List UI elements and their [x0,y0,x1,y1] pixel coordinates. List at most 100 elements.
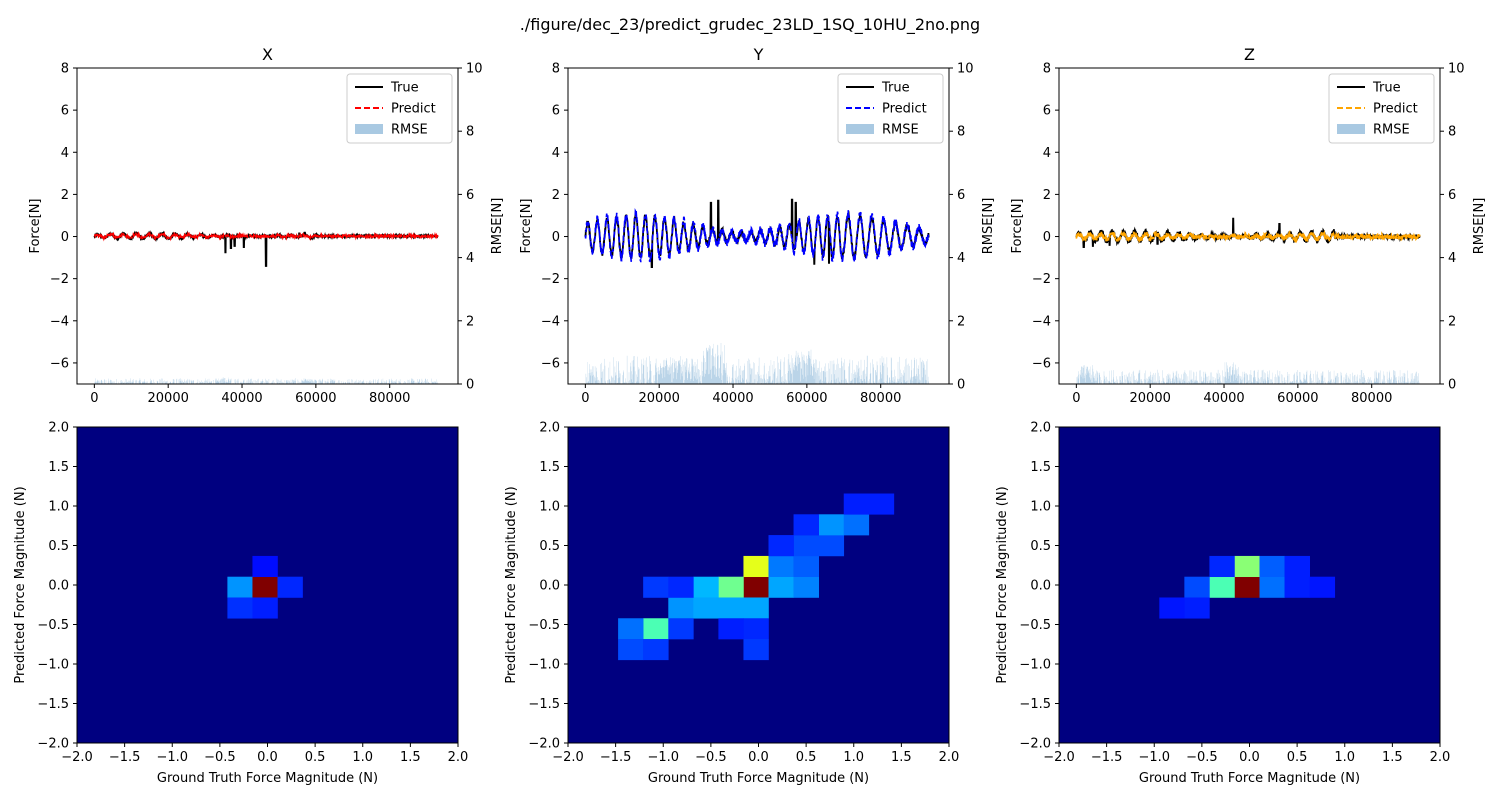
y-tick-label: −0.5 [528,618,560,633]
heatmap-cell [693,597,719,619]
panel-title: Y [753,45,764,64]
heat-x-panel: −2.0−2.0 −1.5 −1.5 −1.0 −1.0 −0.5 −0.5 0.0 0.0 0.… [13,421,468,787]
y-tick-label: −0.5 [37,618,69,633]
heatmap-cell [1284,555,1310,578]
x-tick-label: −0.5 [695,750,727,765]
y-tick-label: −1.0 [1019,658,1051,673]
legend-label: RMSE [1373,123,1410,138]
y-tick-label: 0 [61,230,69,245]
y2-tick-label: 4 [466,251,474,266]
y2-tick-label: 0 [957,378,965,393]
heatmap-cell [1184,576,1210,598]
y-tick-label: −1.5 [1019,697,1051,712]
y2-tick-label: 10 [957,62,974,77]
x-tick-label: −2.0 [1043,750,1075,765]
legend-rmse-swatch [355,124,383,134]
x-tick-label: 60000 [786,391,827,406]
legend: True Predict RMSE [346,73,453,144]
y-axis-label: Force[N] [519,198,534,253]
x-tick-label: 0.5 [1287,750,1308,765]
y-tick-label: −2 [541,272,560,287]
heatmap-cell [743,597,769,619]
y2-tick-label: 6 [466,188,474,203]
y2-tick-label: 10 [1448,62,1465,77]
heatmap-cell [252,555,278,578]
predict-series [584,207,930,264]
heatmap-cell [793,514,819,536]
y-tick-label: −6 [50,356,69,371]
legend-label: True [881,81,910,96]
y2-tick-label: 4 [1448,251,1456,266]
x-tick-label: 2.0 [1430,750,1451,765]
heatmap-cell [252,576,278,598]
panel-title: X [262,45,273,64]
heatmap-cell [1234,576,1260,598]
y-tick-label: −1.5 [528,697,560,712]
x-tick-label: 40000 [712,391,753,406]
legend-label: Predict [391,102,436,117]
y-tick-label: 8 [552,62,560,77]
y-tick-label: −2.0 [37,737,69,752]
x-tick-label: 0.5 [796,750,817,765]
y-tick-label: −2.0 [528,737,560,752]
heatmap-cell [693,576,719,598]
y2-tick-label: 2 [957,314,965,329]
heatmap-cell [718,618,744,640]
legend-label: True [1372,81,1401,96]
y2-axis-label: RMSE[N] [1472,198,1487,255]
y-tick-label: −1.0 [528,658,560,673]
legend: True Predict RMSE [837,73,944,144]
y-tick-label: −1.5 [37,697,69,712]
x-tick-label: 1.5 [891,750,912,765]
y-axis-label: Force[N] [1010,198,1025,253]
legend-label: RMSE [882,123,919,138]
rmse-series [94,377,438,384]
x-tick-label: 80000 [1351,391,1392,406]
x-tick-label: −2.0 [552,750,584,765]
x-tick-label: 2.0 [448,750,469,765]
x-tick-label: −0.5 [1186,750,1218,765]
x-tick-label: 0.0 [1239,750,1260,765]
predict-series [93,230,439,242]
y-tick-label: 1.0 [539,500,560,515]
heatmap-cell [843,514,870,536]
rmse-series [1076,362,1420,384]
heatmap-cell [668,618,694,640]
heatmap-cell [618,618,644,640]
y-tick-label: 8 [1043,62,1051,77]
x-tick-label: 1.0 [352,750,373,765]
heatmap-cell [768,576,794,598]
x-tick-label: 80000 [860,391,901,406]
plot-area [584,198,930,384]
x-tick-label: 80000 [369,391,410,406]
heatmap-cell [743,639,769,661]
y-tick-label: 0.0 [1030,579,1051,594]
heat-z-panel: −2.0−2.0 −1.5 −1.5 −1.0 −1.0 −0.5 −0.5 0.0 0.0 0.… [995,421,1450,787]
x-tick-label: 1.5 [1382,750,1403,765]
x-tick-label: 0 [1072,391,1080,406]
y-tick-label: 6 [61,104,69,119]
heatmap-cell [768,535,794,557]
y-tick-label: 1.5 [539,460,560,475]
heatmap-cell [1234,555,1260,578]
heatmap-cell [1309,576,1336,598]
y-tick-label: 1.0 [48,500,69,515]
heatmap-cell [643,618,669,640]
y2-tick-label: 6 [1448,188,1456,203]
y-tick-label: −1.0 [37,658,69,673]
y-tick-label: 0 [1043,230,1051,245]
legend-rmse-swatch [846,124,874,134]
y-axis-label: Predicted Force Magnitude (N) [504,486,519,683]
y-tick-label: 0.0 [48,579,69,594]
y-tick-label: 2 [61,188,69,203]
y2-tick-label: 10 [466,62,483,77]
y-tick-label: 4 [1043,146,1051,161]
y2-tick-label: 0 [1448,378,1456,393]
y2-tick-label: 6 [957,188,965,203]
heatmap-cell [793,555,819,578]
axes-frame [76,67,459,385]
y2-tick-label: 8 [1448,125,1456,140]
heatmap-cell [668,576,694,598]
heatmap-cell [668,597,694,619]
time-z-panel: 0 20000 40000 60000 80000 −6 −4 −2 0 2 4 6 8 0 2 4 6 8 10 Z… [1010,45,1487,406]
